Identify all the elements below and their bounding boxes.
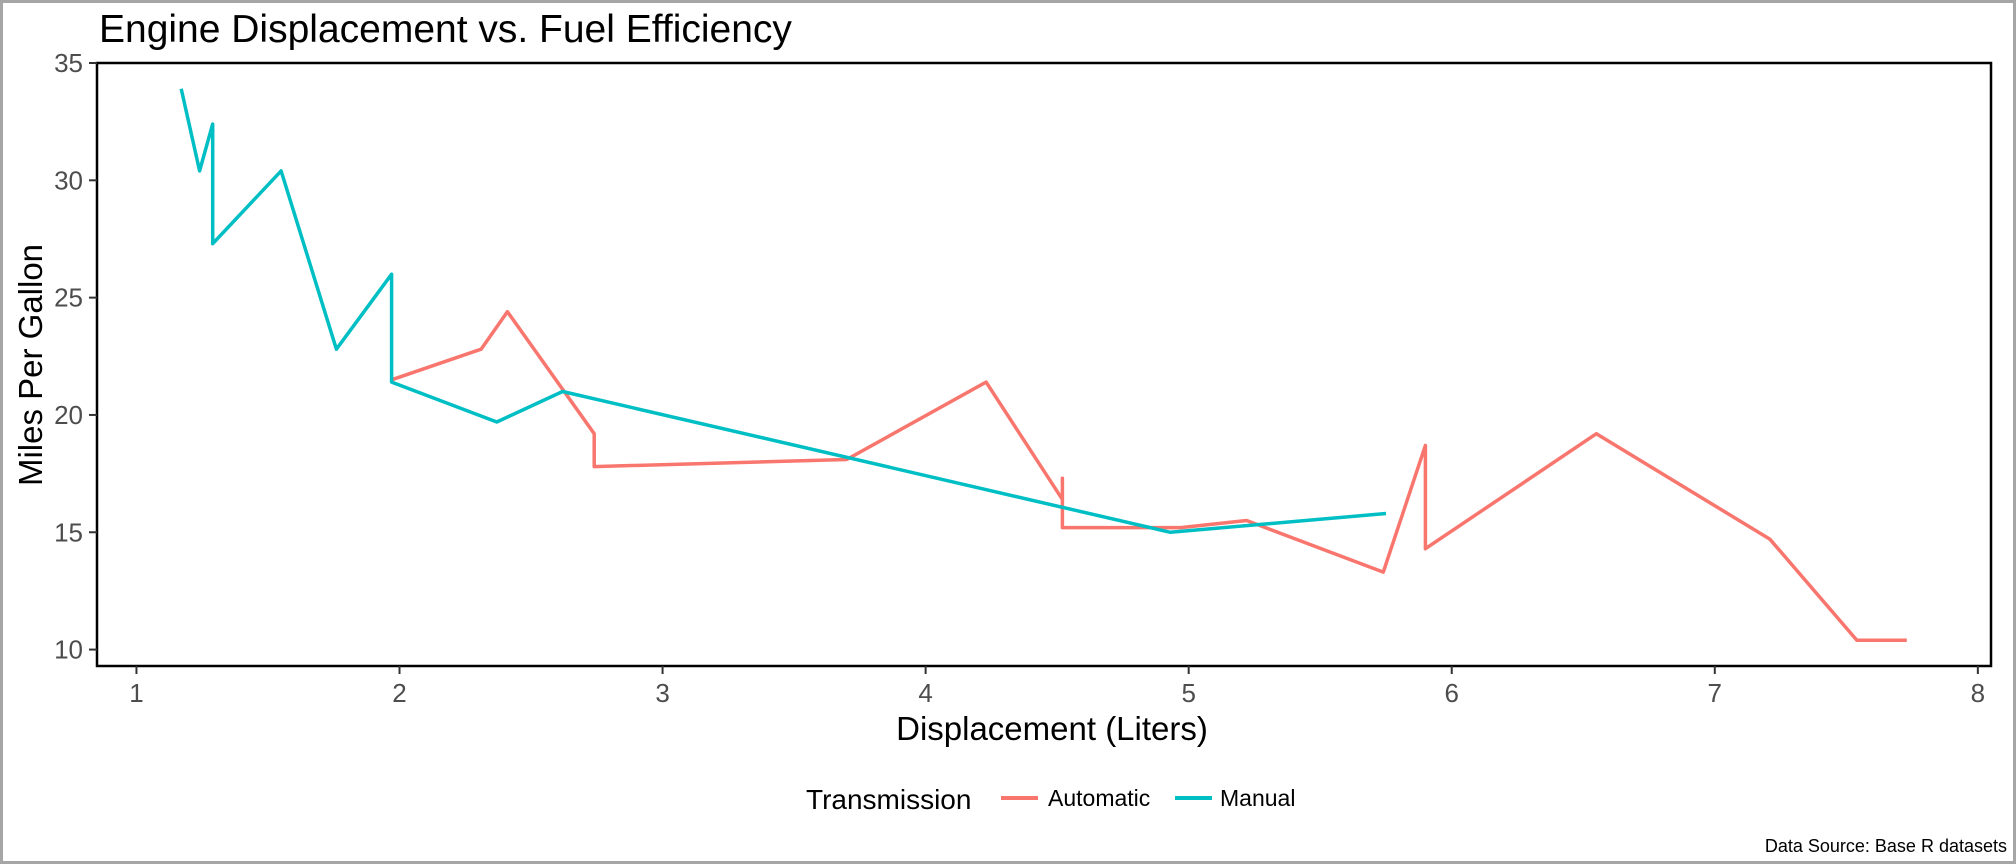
x-tick-label: 6: [1445, 678, 1459, 708]
x-tick-label: 2: [392, 678, 406, 708]
y-tick-label: 15: [54, 517, 83, 547]
x-tick-label: 4: [918, 678, 932, 708]
line-chart: Engine Displacement vs. Fuel Efficiency …: [12, 8, 2007, 856]
series-lines: [179, 88, 1907, 642]
y-tick-label: 10: [54, 635, 83, 665]
y-axis-title: Miles Per Gallon: [12, 244, 49, 486]
series-line-manual: [179, 88, 1387, 535]
y-tick-label: 30: [54, 165, 83, 195]
panel-border: [95, 61, 1993, 668]
y-tick-label: 25: [54, 283, 83, 313]
x-axis-title: Displacement (Liters): [896, 710, 1208, 747]
chart-title: Engine Displacement vs. Fuel Efficiency: [99, 8, 792, 51]
y-axis: 10 15 20 25 30 35: [54, 48, 97, 665]
legend-label-automatic: Automatic: [1048, 785, 1150, 811]
x-axis: 1 2 3 4 5 6 7 8: [129, 666, 1985, 708]
series-line-automatic: [391, 309, 1907, 642]
legend-label-manual: Manual: [1220, 785, 1295, 811]
x-tick-label: 3: [655, 678, 669, 708]
legend-title: Transmission: [806, 784, 971, 815]
x-tick-label: 1: [129, 678, 143, 708]
y-tick-label: 35: [54, 48, 83, 78]
x-tick-label: 8: [1971, 678, 1985, 708]
x-tick-label: 5: [1181, 678, 1195, 708]
y-tick-label: 20: [54, 400, 83, 430]
plot-area: [95, 61, 1993, 668]
caption: Data Source: Base R datasets: [1765, 836, 2007, 856]
x-tick-label: 7: [1708, 678, 1722, 708]
legend: Transmission Automatic Manual: [806, 784, 1295, 815]
